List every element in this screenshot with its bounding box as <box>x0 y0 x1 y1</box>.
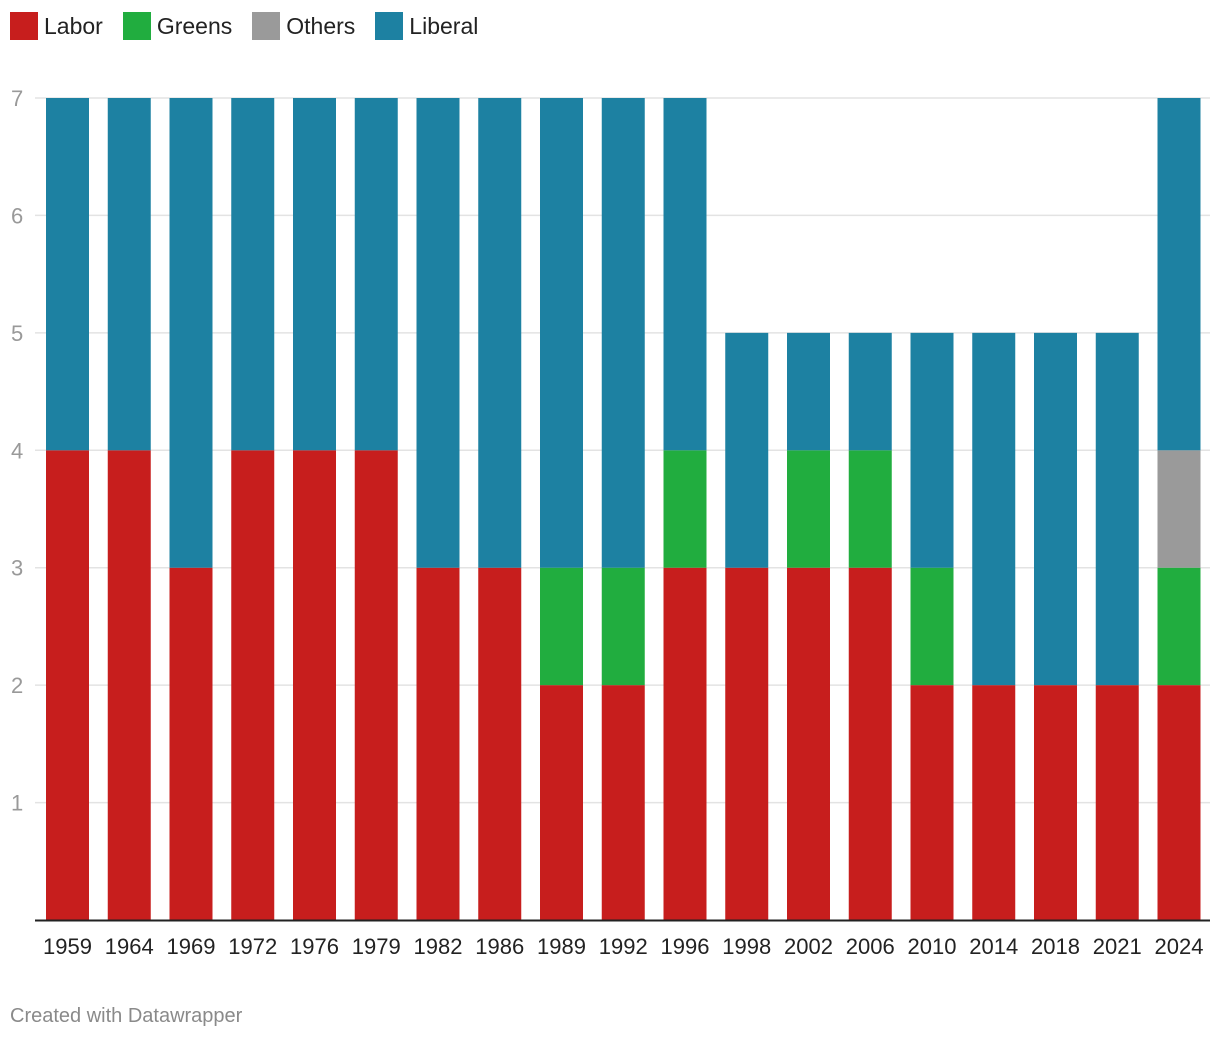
bar-labor-1996 <box>663 567 707 920</box>
bar-greens-1996 <box>663 450 707 568</box>
bar-labor-1964 <box>107 450 151 920</box>
bar-liberal-1996 <box>663 98 707 451</box>
legend-swatch-greens <box>122 12 151 40</box>
x-tick-label: 2018 <box>1031 934 1080 959</box>
x-tick-label: 1969 <box>167 934 216 959</box>
y-tick-label: 1 <box>11 791 23 816</box>
bar-greens-2006 <box>848 450 892 568</box>
x-tick-label: 1989 <box>537 934 586 959</box>
bar-labor-1969 <box>169 567 213 920</box>
stacked-bar-chart: 1 2 3 4 5 6 7 1959 1964 1969 1972 1976 1979 1982 1986 1… <box>11 86 1210 959</box>
x-tick-label: 2006 <box>846 934 895 959</box>
bar-liberal-2014 <box>972 332 1016 686</box>
legend-label-labor: Labor <box>44 12 103 39</box>
x-tick-label: 2024 <box>1155 934 1204 959</box>
bar-labor-2021 <box>1095 685 1139 920</box>
x-tick-label: 1972 <box>228 934 277 959</box>
legend-label-others: Others <box>286 12 356 39</box>
x-tick-label: 2002 <box>784 934 833 959</box>
legend-item-greens: Greens <box>122 12 233 40</box>
footer-credit: Created with Datawrapper <box>10 1005 243 1027</box>
bar-liberal-1986 <box>478 98 522 568</box>
bar-liberal-2010 <box>910 332 954 568</box>
bar-liberal-1972 <box>231 98 275 451</box>
bar-liberal-1998 <box>725 332 769 568</box>
x-tick-label: 1964 <box>105 934 154 959</box>
bar-liberal-2006 <box>848 332 892 451</box>
legend-swatch-liberal <box>375 12 404 40</box>
x-tick-label: 1976 <box>290 934 339 959</box>
legend-label-greens: Greens <box>156 12 233 39</box>
bar-liberal-2024 <box>1157 98 1201 451</box>
bar-liberal-1959 <box>46 98 89 451</box>
x-tick-label: 2010 <box>908 934 957 959</box>
bar-greens-2010 <box>910 567 954 686</box>
x-tick-label: 1982 <box>414 934 463 959</box>
bar-liberal-1989 <box>540 98 583 568</box>
bar-labor-2014 <box>972 685 1016 920</box>
x-tick-label: 1979 <box>352 934 401 959</box>
bar-liberal-1979 <box>354 98 398 451</box>
bar-liberal-1992 <box>601 98 645 568</box>
y-tick-label: 5 <box>11 321 23 346</box>
bar-liberal-1964 <box>107 98 151 451</box>
x-tick-label: 1996 <box>661 934 710 959</box>
bar-labor-2006 <box>848 567 892 920</box>
legend-item-liberal: Liberal <box>375 12 478 40</box>
y-tick-label: 4 <box>11 438 23 463</box>
legend-swatch-others <box>252 12 281 40</box>
x-tick-label: 1998 <box>722 934 771 959</box>
y-tick-label: 7 <box>11 86 23 111</box>
legend-label-liberal: Liberal <box>409 12 479 39</box>
bar-labor-1982 <box>416 567 460 920</box>
x-tick-label: 2014 <box>969 934 1018 959</box>
bar-labor-1989 <box>540 685 583 920</box>
x-tick-label: 1986 <box>475 934 524 959</box>
bar-labor-1979 <box>354 450 398 920</box>
x-tick-label: 2021 <box>1093 934 1142 959</box>
bar-liberal-2002 <box>787 332 830 451</box>
x-tick-label: 1959 <box>43 934 92 959</box>
bar-labor-1976 <box>293 450 336 920</box>
bar-labor-2010 <box>910 685 954 920</box>
y-tick-label: 2 <box>11 673 23 698</box>
bar-labor-2024 <box>1157 685 1201 920</box>
legend-item-labor: Labor <box>10 12 103 40</box>
bar-liberal-1976 <box>293 98 336 451</box>
bar-liberal-1982 <box>416 98 460 568</box>
bar-greens-1992 <box>601 567 645 686</box>
bar-liberal-2018 <box>1034 332 1077 686</box>
y-tick-label: 3 <box>11 556 23 581</box>
bar-labor-1959 <box>46 450 89 920</box>
bar-labor-1992 <box>601 685 645 920</box>
bar-others-2024 <box>1157 450 1201 568</box>
legend-item-others: Others <box>252 12 355 40</box>
x-tick-label: 1992 <box>599 934 648 959</box>
bar-labor-1998 <box>725 567 769 920</box>
bar-labor-1972 <box>231 450 275 920</box>
legend-swatch-labor <box>10 12 38 40</box>
bar-labor-2002 <box>787 567 830 920</box>
bar-greens-1989 <box>540 567 583 686</box>
bar-labor-1986 <box>478 567 522 920</box>
y-tick-label: 6 <box>11 203 23 228</box>
bar-labor-2018 <box>1034 685 1077 920</box>
bar-liberal-2021 <box>1095 332 1139 686</box>
bar-liberal-1969 <box>169 98 213 568</box>
bar-greens-2024 <box>1157 567 1201 686</box>
bar-greens-2002 <box>787 450 830 568</box>
legend: Labor Greens Others Liberal <box>10 12 478 40</box>
